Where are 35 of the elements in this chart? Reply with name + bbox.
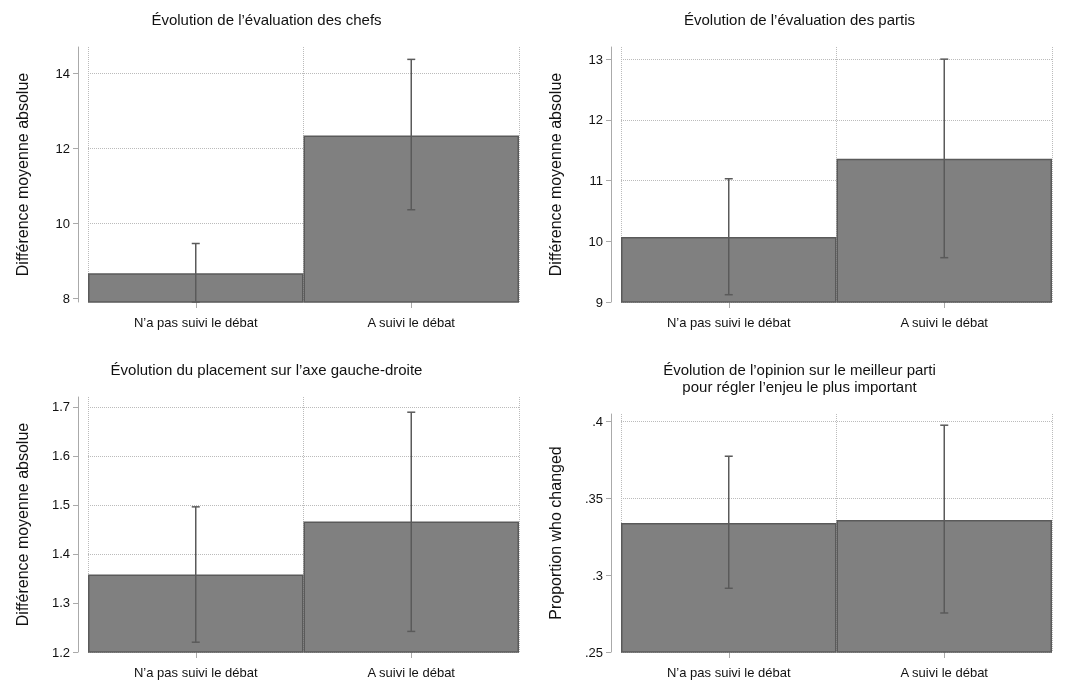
y-axis-title: Proportion who changed <box>546 446 564 620</box>
chart-title: Évolution de l’évaluation des chefs <box>151 11 382 28</box>
y-axis-title: Différence moyenne absolue <box>546 72 564 277</box>
x-tick-label: N’a pas suivi le débat <box>666 665 791 680</box>
y-tick-label: 9 <box>595 294 603 310</box>
y-tick-label: 8 <box>62 290 70 306</box>
y-axis-title: Différence moyenne absolue <box>13 422 31 627</box>
y-tick-label: 1.3 <box>51 595 70 611</box>
x-tick-label: A suivi le débat <box>367 665 456 680</box>
y-tick-label: 13 <box>588 51 603 67</box>
y-tick-label: 10 <box>55 215 70 231</box>
chart-title: Évolution de l’opinion sur le meilleur parti pour régler l’enjeu le plus important <box>663 361 936 395</box>
y-tick-label: .3 <box>592 567 603 583</box>
y-tick-label: 1.7 <box>51 399 70 415</box>
chart-title: Évolution du placement sur l’axe gauche-droite <box>110 361 423 378</box>
y-tick-label: 1.6 <box>51 448 70 464</box>
x-tick-label: N’a pas suivi le débat <box>666 315 791 330</box>
x-tick-label: N’a pas suivi le débat <box>133 315 258 330</box>
x-tick-label: A suivi le débat <box>900 665 989 680</box>
y-tick-label: 10 <box>588 233 603 249</box>
y-tick-label: 1.4 <box>51 546 70 562</box>
y-tick-label: 12 <box>588 112 603 128</box>
y-tick-label: 14 <box>55 65 70 81</box>
y-tick-label: .35 <box>584 490 603 506</box>
x-tick-label: A suivi le débat <box>367 315 456 330</box>
x-tick-label: A suivi le débat <box>900 315 989 330</box>
y-tick-label: .25 <box>584 644 603 660</box>
x-tick-label: N’a pas suivi le débat <box>133 665 258 680</box>
y-tick-label: .4 <box>592 414 603 430</box>
y-tick-label: 11 <box>589 173 603 189</box>
y-tick-label: 1.5 <box>51 497 70 513</box>
chart-title: Évolution de l’évaluation des partis <box>684 11 915 28</box>
y-axis-title: Différence moyenne absolue <box>13 72 31 277</box>
y-tick-label: 12 <box>55 140 70 156</box>
y-tick-label: 1.2 <box>51 644 70 660</box>
